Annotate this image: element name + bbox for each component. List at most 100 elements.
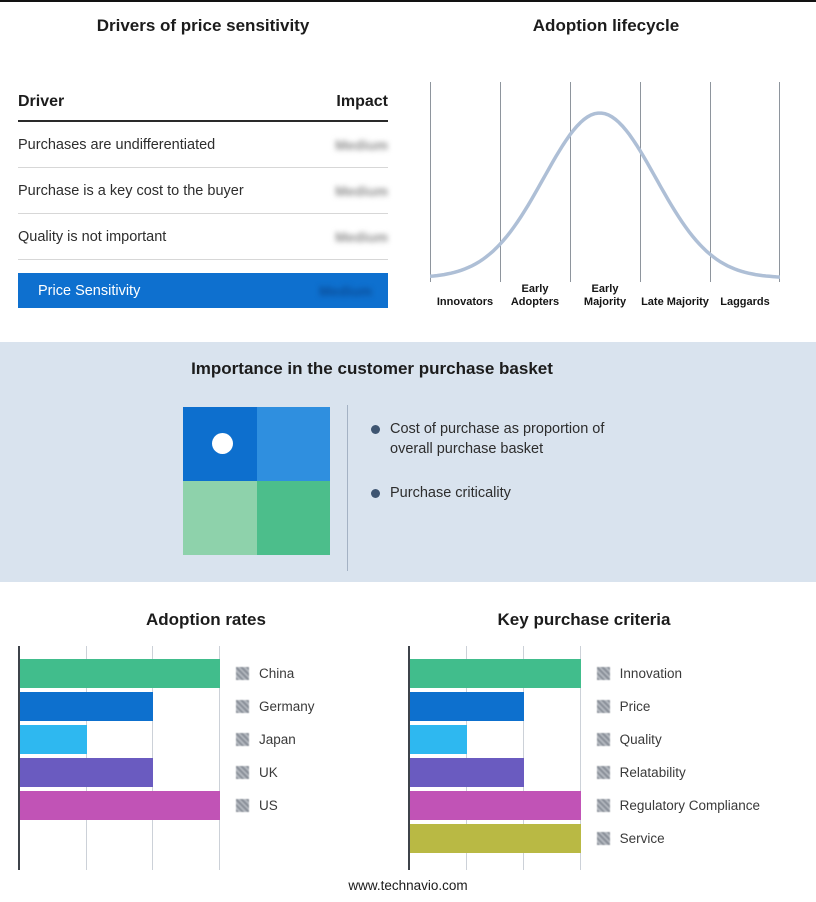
bar-price: [410, 692, 524, 721]
legend-label: Germany: [259, 699, 315, 714]
impact-column-header: Impact: [336, 93, 388, 110]
legend-label: US: [259, 798, 278, 813]
driver-row: Purchases are undifferentiated Medium: [18, 122, 388, 168]
position-dot-icon: [212, 433, 233, 454]
legend-swatch-icon: [236, 700, 249, 713]
adoption-rates-plot: [18, 646, 220, 870]
basket-bullets: Cost of purchase as proportion of overal…: [371, 420, 642, 529]
driver-name: Quality is not important: [18, 228, 167, 245]
adoption-rates-title: Adoption rates: [146, 610, 266, 629]
lifecycle-gridline: [500, 82, 501, 282]
legend-item: Germany: [236, 692, 315, 721]
lifecycle-stage-label: Early Adopters: [510, 283, 560, 309]
bar-germany: [20, 692, 154, 721]
lifecycle-stage-label: Innovators: [436, 296, 494, 309]
adoption-rates-bars: [20, 646, 220, 820]
legend-swatch-icon: [236, 667, 249, 680]
lifecycle-gridline: [779, 82, 780, 282]
bar-uk: [20, 758, 154, 787]
lifecycle-title: Adoption lifecycle: [532, 16, 680, 35]
bar-quality: [410, 725, 467, 754]
legend-item: Japan: [236, 725, 315, 754]
legend-item: Relatability: [596, 758, 760, 787]
legend-item: UK: [236, 758, 315, 787]
lifecycle-stage-label: Laggards: [720, 296, 770, 309]
bar-gridline: [219, 646, 220, 870]
bar-regulatory-compliance: [410, 791, 581, 820]
impact-value: Medium: [335, 228, 388, 245]
bar-relatability: [410, 758, 524, 787]
legend-label: Service: [619, 831, 665, 846]
legend-label: Quality: [619, 732, 662, 747]
quadrant-tr: [256, 407, 330, 481]
bottom-section: Adoption rates China Germany Japan UK US Key…: [0, 582, 816, 902]
bullet-item: Purchase criticality: [371, 484, 642, 504]
bullet-text: Purchase criticality: [390, 485, 511, 502]
bar-service: [410, 824, 581, 853]
legend-item: US: [236, 791, 315, 820]
bar-gridline: [579, 646, 581, 870]
lifecycle-gridline: [710, 82, 711, 282]
legend-label: Regulatory Compliance: [619, 798, 760, 813]
quadrant-bl: [183, 481, 257, 555]
chart-row: China Germany Japan UK US: [18, 646, 394, 870]
driver-column-header: Driver: [18, 93, 65, 110]
purchase-criteria-plot: [408, 646, 581, 870]
purchase-basket-band: Importance in the customer purchase bask…: [0, 342, 816, 582]
drivers-table-rows: Purchases are undifferentiated Medium Purc…: [18, 122, 388, 260]
bar-japan: [20, 725, 87, 754]
bar-innovation: [410, 659, 581, 688]
adoption-rates-legend: China Germany Japan UK US: [236, 646, 315, 870]
lifecycle-gridline: [570, 82, 571, 282]
bar-china: [20, 659, 220, 688]
chart-row: Innovation Price Quality Relatability Regula…: [408, 646, 760, 870]
purchase-criteria-chart: Key purchase criteria Innovation Price Qua…: [408, 610, 760, 870]
lifecycle-labels: Innovators Early Adopters Early Majority La…: [430, 283, 780, 309]
quadrant-br: [256, 481, 330, 555]
legend-swatch-icon: [596, 667, 610, 680]
legend-label: UK: [259, 765, 278, 780]
legend-swatch-icon: [236, 799, 249, 812]
adoption-rates-chart: Adoption rates China Germany Japan UK US: [18, 610, 394, 870]
bullet-icon: [371, 425, 380, 434]
bullet-item: Cost of purchase as proportion of overal…: [371, 420, 642, 459]
purchase-criteria-legend: Innovation Price Quality Relatability Regula…: [596, 646, 760, 870]
lifecycle-curve-svg: [430, 111, 780, 279]
legend-swatch-icon: [596, 832, 610, 845]
basket-title: Importance in the customer purchase bask…: [191, 359, 553, 378]
adoption-lifecycle-panel: Adoption lifecycle Innovators Early Adopt…: [420, 16, 792, 309]
drivers-title: Drivers of price sensitivity: [96, 16, 310, 35]
legend-label: China: [259, 666, 295, 681]
legend-item: Regulatory Compliance: [596, 791, 760, 820]
impact-value: Medium: [335, 136, 388, 153]
bullet-icon: [371, 489, 380, 499]
legend-swatch-icon: [596, 799, 610, 812]
legend-swatch-icon: [596, 733, 610, 746]
quadrant-axis-line: [347, 405, 348, 571]
purchase-basket-quadrant: [183, 407, 330, 555]
driver-row: Purchase is a key cost to the buyer Mediu…: [18, 168, 388, 214]
driver-name: Purchase is a key cost to the buyer: [18, 182, 244, 199]
price-sensitivity-panel: Drivers of price sensitivity Driver Impa…: [18, 16, 388, 308]
legend-swatch-icon: [596, 700, 610, 713]
highlight-impact-value: Medium: [319, 282, 372, 299]
legend-item: China: [236, 659, 315, 688]
legend-label: Japan: [259, 732, 296, 747]
legend-item: Innovation: [596, 659, 760, 688]
lifecycle-plot: [430, 82, 780, 282]
lifecycle-gridline: [430, 82, 431, 282]
legend-label: Innovation: [619, 666, 682, 681]
footer-url: www.technavio.com: [348, 878, 468, 893]
legend-item: Price: [596, 692, 760, 721]
price-sensitivity-highlight: Price Sensitivity Medium: [18, 273, 388, 308]
quadrant-tl: [183, 407, 257, 481]
legend-swatch-icon: [596, 766, 610, 779]
bell-curve-icon: [430, 111, 780, 279]
lifecycle-stage-label: Late Majority: [641, 296, 709, 309]
legend-label: Price: [619, 699, 651, 714]
legend-item: Service: [596, 824, 760, 853]
bar-us: [20, 791, 220, 820]
driver-name: Purchases are undifferentiated: [18, 136, 216, 153]
purchase-criteria-title: Key purchase criteria: [497, 610, 671, 629]
